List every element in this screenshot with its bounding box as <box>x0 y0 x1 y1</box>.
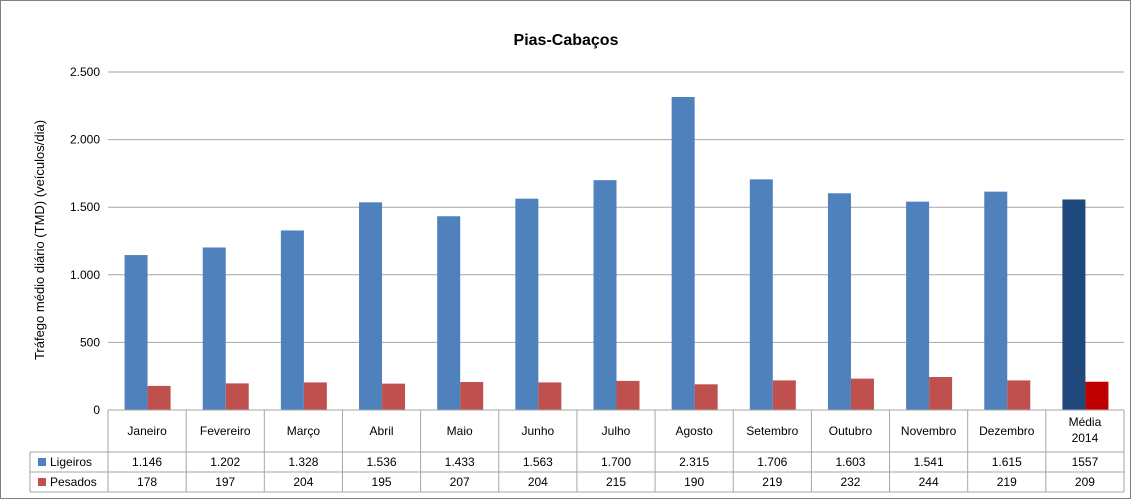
bar-pesados <box>694 384 718 410</box>
category-label: Setembro <box>746 424 798 438</box>
bar-ligeiros <box>827 193 851 410</box>
bar-ligeiros <box>749 179 773 410</box>
bar-pesados <box>538 382 562 410</box>
bar-pesados <box>772 380 796 410</box>
category-label: Dezembro <box>979 424 1035 438</box>
y-axis-ticks: 0 500 1.000 1.500 2.000 2.500 <box>70 65 100 417</box>
bar-pesados <box>225 383 249 410</box>
y-tick-label: 1.000 <box>70 268 100 282</box>
data-label: 215 <box>606 475 626 489</box>
bar-ligeiros <box>202 247 226 410</box>
y-tick-label: 2.500 <box>70 65 100 79</box>
bar-ligeiros <box>593 180 617 410</box>
data-label: 232 <box>840 475 860 489</box>
category-label: Média <box>1069 415 1102 429</box>
legend-key-ligeiros <box>38 458 46 466</box>
bar-ligeiros <box>437 216 461 410</box>
data-label: 197 <box>215 475 235 489</box>
data-label: 190 <box>684 475 704 489</box>
legend-label: Ligeiros <box>50 455 92 469</box>
category-label: Fevereiro <box>200 424 251 438</box>
bars <box>124 97 1109 411</box>
data-label: 178 <box>137 475 157 489</box>
bar-ligeiros <box>906 201 930 410</box>
category-label: Outubro <box>829 424 873 438</box>
data-label: 1.615 <box>992 455 1022 469</box>
data-table: Janeiro Fevereiro Março Abril Maio Junho Julho… <box>29 409 1125 493</box>
bar-ligeiros <box>515 198 539 410</box>
data-label: 244 <box>919 475 939 489</box>
bar-ligeiros <box>984 191 1008 410</box>
category-label: Julho <box>602 424 631 438</box>
category-label: Agosto <box>675 424 713 438</box>
bar-ligeiros <box>280 230 304 410</box>
bar-ligeiros <box>671 97 695 411</box>
bar-pesados <box>616 380 640 410</box>
data-label: 1.700 <box>601 455 631 469</box>
data-label: 209 <box>1075 475 1095 489</box>
category-label: 2014 <box>1072 431 1099 445</box>
data-label: 195 <box>372 475 392 489</box>
bar-pesados <box>303 382 327 410</box>
data-label: 1.563 <box>523 455 553 469</box>
y-axis-label: Tráfego médio diário (TMD) (veículos/dia… <box>32 120 47 360</box>
bar-ligeiros <box>124 255 148 410</box>
bar-pesados <box>382 383 406 410</box>
data-label: 219 <box>997 475 1017 489</box>
bar-pesados <box>147 385 171 410</box>
category-label: Março <box>287 424 321 438</box>
chart-title: Pias-Cabaços <box>514 32 619 49</box>
legend-key-pesados <box>38 478 46 486</box>
bar-pesados <box>460 382 484 410</box>
data-label: 2.315 <box>679 455 709 469</box>
category-label: Novembro <box>901 424 957 438</box>
y-tick-label: 500 <box>80 335 100 349</box>
data-label: 219 <box>762 475 782 489</box>
data-label: 1.202 <box>210 455 240 469</box>
bar-pesados <box>1085 381 1109 410</box>
category-label: Abril <box>370 424 394 438</box>
data-label: 1.536 <box>367 455 397 469</box>
bar-ligeiros <box>1062 199 1086 410</box>
data-label: 204 <box>528 475 548 489</box>
y-tick-label: 2.000 <box>70 133 100 147</box>
bar-pesados <box>929 377 953 410</box>
bar-pesados <box>850 378 874 410</box>
data-label: 1557 <box>1072 455 1099 469</box>
data-label: 204 <box>293 475 313 489</box>
y-tick-label: 1.500 <box>70 200 100 214</box>
data-label: 1.433 <box>445 455 475 469</box>
data-label: 1.706 <box>757 455 787 469</box>
legend-label: Pesados <box>50 475 97 489</box>
data-label: 1.328 <box>288 455 318 469</box>
category-label: Maio <box>447 424 473 438</box>
y-tick-label: 0 <box>93 403 100 417</box>
data-label: 1.146 <box>132 455 162 469</box>
data-label: 207 <box>450 475 470 489</box>
bar-pesados <box>1007 380 1031 410</box>
bar-ligeiros <box>359 202 383 410</box>
category-label: Janeiro <box>127 424 167 438</box>
category-label: Junho <box>521 424 554 438</box>
data-label: 1.541 <box>914 455 944 469</box>
data-label: 1.603 <box>835 455 865 469</box>
